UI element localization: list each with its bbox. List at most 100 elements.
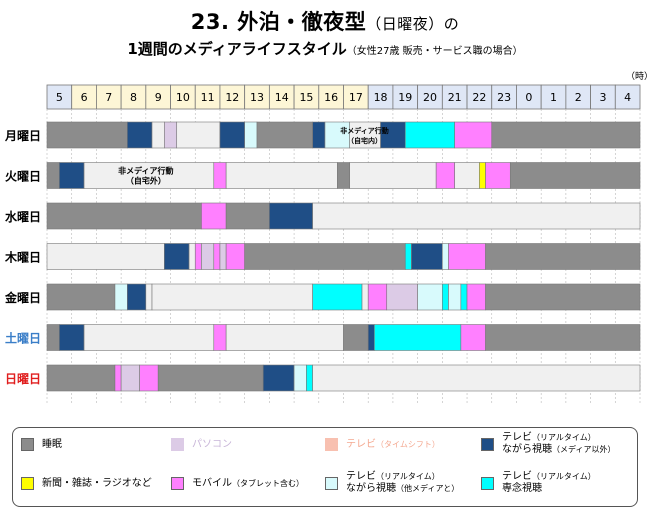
segment-tv_real_non (411, 243, 443, 270)
hour-header-cell (417, 84, 443, 110)
legend: 睡眠 パソコン テレビ（タイムシフト） テレビ（リアルタイム） ながら視聴（メディ… (12, 427, 638, 507)
segment-none (349, 162, 437, 189)
segment-none (176, 121, 221, 149)
legend-swatch-tv-real-focus (481, 476, 494, 490)
segment-pc (219, 243, 227, 270)
hour-header-cell (540, 84, 567, 110)
segment-tv_real_non (127, 283, 147, 311)
segment-tv_real_focus (312, 283, 363, 311)
legend-label2-tv-real-non: ながら視聴 (502, 444, 552, 455)
segment-mobile (194, 243, 202, 270)
hour-header-cell (491, 84, 517, 110)
hour-tick-label: 15 (299, 91, 313, 104)
unit-label: （時） (626, 72, 650, 82)
segment-tv_real_other (293, 364, 307, 392)
segment-sleep (343, 324, 369, 351)
segment-tv_real_other (442, 243, 449, 270)
segment-mobile (213, 243, 221, 270)
segment-paper (479, 162, 486, 189)
segment-none (349, 121, 381, 149)
hour-header-cell (565, 84, 591, 110)
segment-pc (386, 283, 418, 311)
chart-title: 23. 外泊・徹夜型（日曜夜）の (0, 6, 650, 36)
segment-none (151, 283, 313, 311)
segment-sleep (485, 324, 641, 351)
segment-mobile (139, 364, 159, 392)
hour-tick-label: 16 (324, 91, 338, 104)
segment-pc (201, 243, 215, 270)
segment-mobile (213, 162, 227, 189)
segment-tv_real_focus (442, 283, 449, 311)
legend-label-paper: 新聞・雑誌・ラジオなど (42, 477, 152, 489)
hour-tick-label: 22 (472, 91, 486, 104)
hour-header-cell (145, 84, 171, 110)
segment-mobile (114, 364, 122, 392)
segment-none (454, 162, 480, 189)
legend-note-tv-real-other: （リアルタイム） (376, 472, 440, 481)
hour-tick-label: 18 (374, 91, 388, 104)
hour-header-cell (71, 84, 97, 110)
segment-sleep (256, 121, 313, 149)
segment-tv_real_focus (374, 324, 462, 351)
title-main: 23. 外泊・徹夜型 (190, 10, 367, 34)
segment-none (151, 121, 165, 149)
segment-mobile (485, 162, 511, 189)
segment-sleep (485, 283, 641, 311)
segment-tv_real_non (269, 202, 313, 230)
hour-header-cell (293, 84, 320, 110)
segment-mobile (466, 283, 486, 311)
segment-tv_real_non (59, 162, 85, 189)
segment-none (225, 324, 344, 351)
segment-none (46, 243, 165, 270)
segment-tv_real_focus (460, 283, 468, 311)
segment-sleep (225, 202, 270, 230)
segment-mobile (448, 243, 486, 270)
row-annotation: 非メディア行動 (118, 166, 173, 176)
segment-tv_real_other (244, 121, 258, 149)
legend-item-tv-shift: テレビ（タイムシフト） (325, 438, 440, 451)
day-label: 月曜日 (4, 129, 41, 143)
legend-swatch-sleep (21, 438, 34, 451)
legend-item-sleep: 睡眠 (21, 438, 62, 451)
legend-note2-tv-real-non: （メディア以外） (552, 445, 616, 454)
segment-pc (164, 121, 178, 149)
segment-none (83, 324, 215, 351)
segment-tv_real_non (367, 324, 375, 351)
segment-tv_real_other (324, 121, 350, 149)
segment-sleep (46, 202, 202, 230)
hour-tick-label: 11 (201, 91, 215, 104)
segment-mobile (454, 121, 493, 149)
segment-mobile (201, 202, 227, 230)
legend-swatch-tv-real-non (481, 437, 494, 451)
hour-tick-label: 3 (599, 91, 606, 104)
segment-tv_real_non (219, 121, 245, 149)
segment-sleep (46, 121, 128, 149)
segment-tv_real_focus (404, 243, 412, 270)
hour-header-cell (120, 84, 147, 110)
legend-note-mobile: （タブレット含む） (232, 478, 304, 488)
legend-item-tv-real-non: テレビ（リアルタイム） ながら視聴（メディア以外） (481, 432, 615, 456)
segment-none (225, 162, 338, 189)
legend-note-tv-shift: （タイムシフト） (376, 439, 440, 449)
segment-sleep (46, 283, 116, 311)
subtitle-main: 1週間のメディアライフスタイル (127, 40, 347, 58)
segment-tv_real_non (164, 243, 190, 270)
legend-label-tv-real-focus: テレビ (502, 471, 532, 482)
segment-sleep (485, 243, 641, 270)
segment-tv_real_focus (306, 364, 313, 392)
hour-tick-label: 20 (423, 91, 437, 104)
hour-tick-label: 0 (525, 91, 532, 104)
segment-none (83, 162, 215, 189)
segment-tv_real_other (417, 283, 443, 311)
hour-header-cell (516, 84, 542, 110)
legend-label-pc: パソコン (192, 438, 232, 450)
segment-sleep (509, 162, 641, 189)
segment-sleep (337, 162, 350, 189)
hour-header-cell (343, 84, 369, 110)
hour-tick-label: 4 (624, 91, 631, 104)
legend-swatch-tv-real-other (325, 476, 338, 490)
day-label: 水曜日 (5, 209, 41, 224)
day-label: 金曜日 (4, 290, 41, 305)
segment-sleep (157, 364, 264, 392)
hour-tick-label: 2 (575, 91, 582, 104)
